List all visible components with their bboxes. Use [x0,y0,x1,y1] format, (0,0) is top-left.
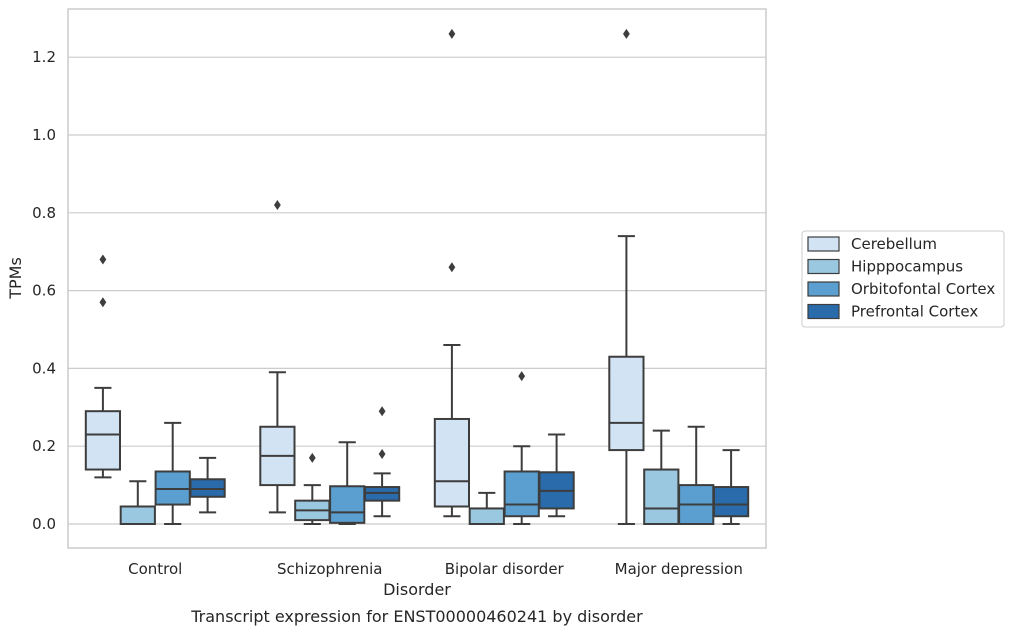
legend-frame [801,230,1005,328]
plot-area-background [68,9,766,548]
x-tick-label-3: Major depression [615,560,743,578]
gridlines [68,56,766,525]
y-tick-label-5: 1.0 [32,126,56,144]
box-3-3 [712,449,750,525]
box-body [433,417,471,508]
x-axis-title: Disorder [383,580,451,599]
x-tick-label-2: Bipolar disorder [445,560,565,578]
legend-swatch-1 [807,258,840,275]
box-1-3 [643,429,680,526]
box-1-1 [294,452,331,525]
box-body [608,355,645,452]
outlier-1 [448,28,456,39]
legend-label-1: Hipppocampus [851,258,963,276]
legend-swatch-3 [807,303,840,320]
outlier-0 [448,262,456,273]
outlier-0 [308,452,316,463]
outlier-0 [518,371,526,382]
box-0-3 [608,28,645,525]
box-body [119,505,156,525]
outlier-0 [274,200,281,211]
box-body [84,410,122,471]
box-body [712,486,750,518]
y-tick-label-1: 0.2 [32,437,56,455]
x-axis-ticks: Control Schizophrenia Bipolar disorder Majo… [128,560,743,578]
box-1-0 [119,480,156,525]
box-3-0 [189,456,226,514]
outlier-0 [623,28,630,39]
x-tick-label-1: Schizophrenia [277,560,382,578]
y-tick-label-3: 0.6 [32,282,56,300]
box-0-0 [84,254,122,479]
y-tick-label-0: 0.0 [32,515,56,533]
box-body [468,507,505,526]
outlier-0 [378,448,386,459]
legend-label-3: Prefrontal Cortex [851,303,978,321]
box-body [643,468,680,526]
plot-frame [67,8,767,549]
chart-caption: Transcript expression for ENST0000046024… [190,607,643,626]
legend-label-0: Cerebellum [851,235,937,253]
outlier-1 [99,254,107,265]
y-tick-label-2: 0.4 [32,359,56,377]
box-3-2 [538,433,575,518]
y-axis-ticks: 0.0 0.2 0.4 0.6 0.8 1.0 1.2 [32,48,56,533]
y-axis-title: TPMs [6,257,25,300]
legend-swatch-0 [807,236,840,252]
outlier-0 [99,297,107,308]
x-tick-label-0: Control [128,560,182,578]
y-tick-label-4: 0.8 [32,204,56,222]
box-0-2 [433,28,471,518]
legend: Cerebellum Hipppocampus Orbitofontal Corte… [801,230,1005,328]
box-body [503,470,540,518]
legend-label-2: Orbitofontal Cortex [851,280,995,298]
box-body [329,485,366,524]
box-2-1 [329,441,366,525]
box-0-1 [259,200,296,514]
outlier-1 [378,406,386,417]
boxes-layer [84,28,750,526]
legend-swatch-2 [807,281,840,297]
box-3-1 [363,406,401,518]
y-tick-label-6: 1.2 [32,48,56,66]
